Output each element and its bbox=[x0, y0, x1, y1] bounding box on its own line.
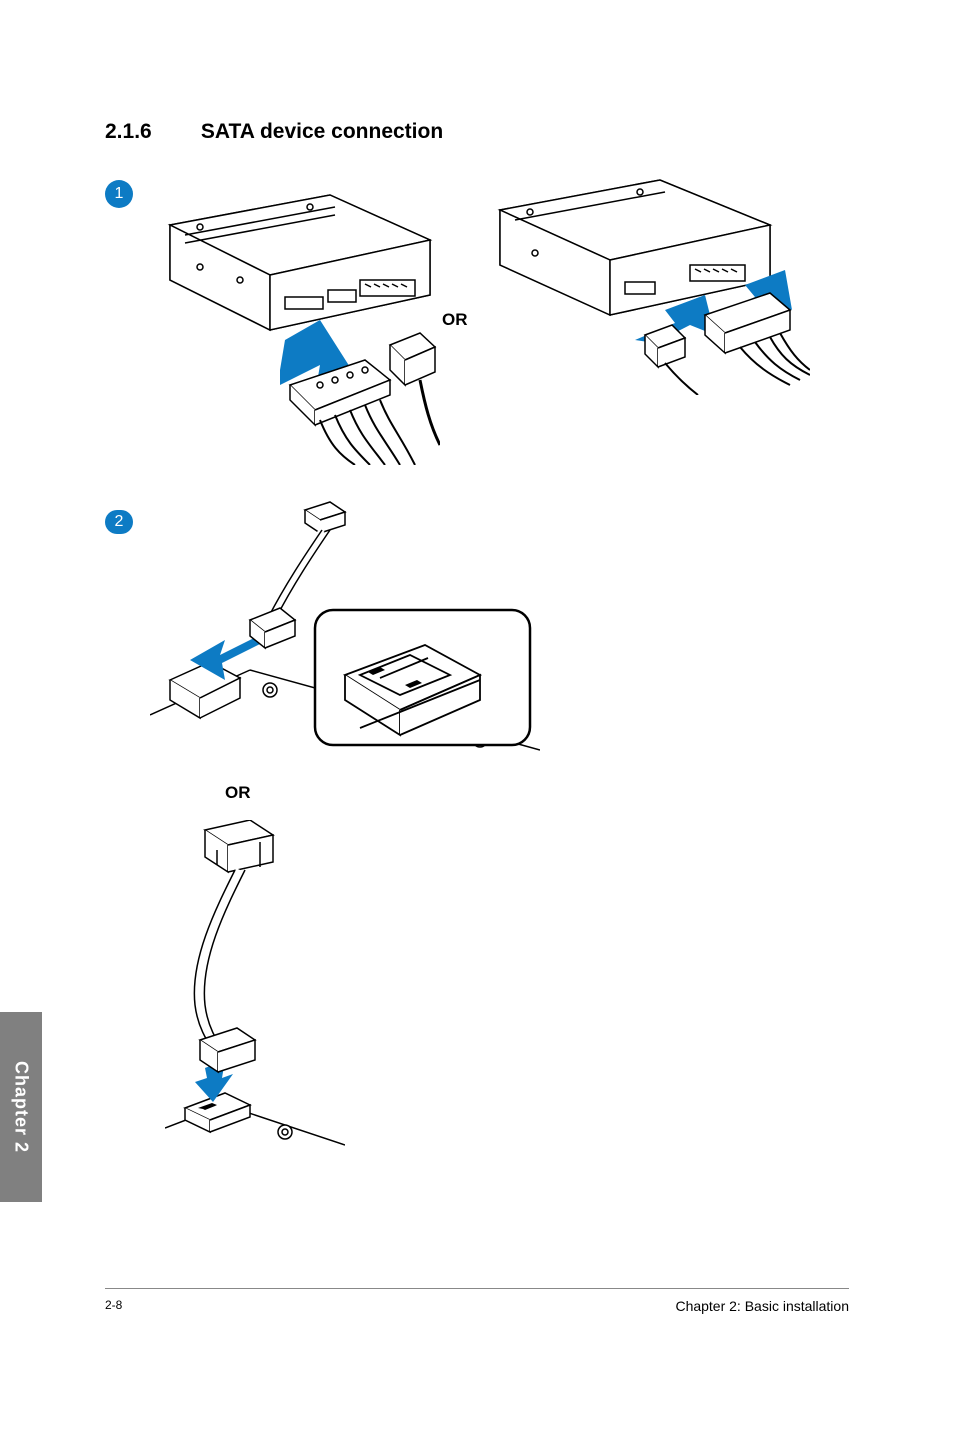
page-number: 2-8 bbox=[105, 1298, 122, 1314]
step-2-number: 2 bbox=[115, 513, 124, 531]
page-footer: 2-8 Chapter 2: Basic installation bbox=[105, 1298, 849, 1314]
footer-chapter-title: Chapter 2: Basic installation bbox=[675, 1298, 849, 1314]
diagram-step1-right bbox=[480, 175, 810, 395]
footer-divider bbox=[105, 1288, 849, 1289]
section-heading: 2.1.6 SATA device connection bbox=[105, 120, 849, 144]
heading-title: SATA device connection bbox=[201, 120, 443, 143]
step-1-number: 1 bbox=[115, 185, 124, 203]
or-label-1: OR bbox=[442, 310, 468, 330]
manual-page: 2.1.6 SATA device connection 1 2 OR OR bbox=[0, 0, 954, 1438]
chapter-tab-label: Chapter 2 bbox=[11, 1061, 32, 1153]
step-2-badge: 2 bbox=[105, 510, 133, 534]
chapter-tab: Chapter 2 bbox=[0, 1012, 42, 1202]
step-1-badge: 1 bbox=[105, 180, 133, 208]
diagram-step2-top bbox=[150, 500, 540, 765]
diagram-step1-left bbox=[130, 185, 440, 465]
heading-number: 2.1.6 bbox=[105, 120, 195, 144]
or-label-2: OR bbox=[225, 783, 251, 803]
diagram-step2-bottom bbox=[165, 820, 345, 1150]
